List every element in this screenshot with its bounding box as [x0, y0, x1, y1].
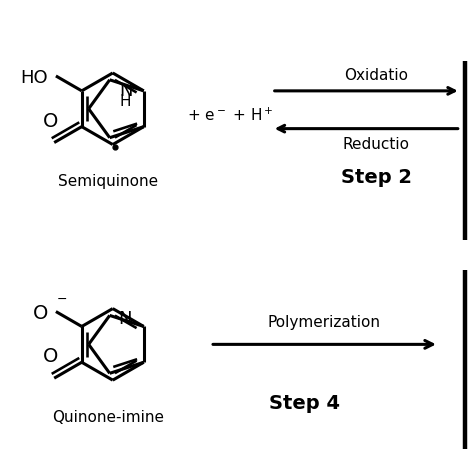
Text: O: O [43, 347, 58, 366]
Text: −: − [56, 293, 67, 306]
Text: H: H [119, 94, 131, 109]
Text: N: N [119, 82, 133, 100]
Text: Step 4: Step 4 [269, 394, 340, 413]
Text: Semiquinone: Semiquinone [58, 174, 158, 190]
Text: O: O [43, 112, 58, 131]
Text: O: O [33, 304, 48, 323]
Text: HO: HO [20, 69, 48, 87]
Text: Polymerization: Polymerization [268, 316, 381, 330]
Text: N: N [118, 310, 132, 328]
Text: Oxidatio: Oxidatio [344, 68, 408, 83]
Text: Reductio: Reductio [343, 137, 410, 152]
Text: Quinone-imine: Quinone-imine [52, 410, 164, 425]
Text: + e$^-$ + H$^+$: + e$^-$ + H$^+$ [187, 107, 273, 124]
Text: Step 2: Step 2 [341, 168, 412, 187]
